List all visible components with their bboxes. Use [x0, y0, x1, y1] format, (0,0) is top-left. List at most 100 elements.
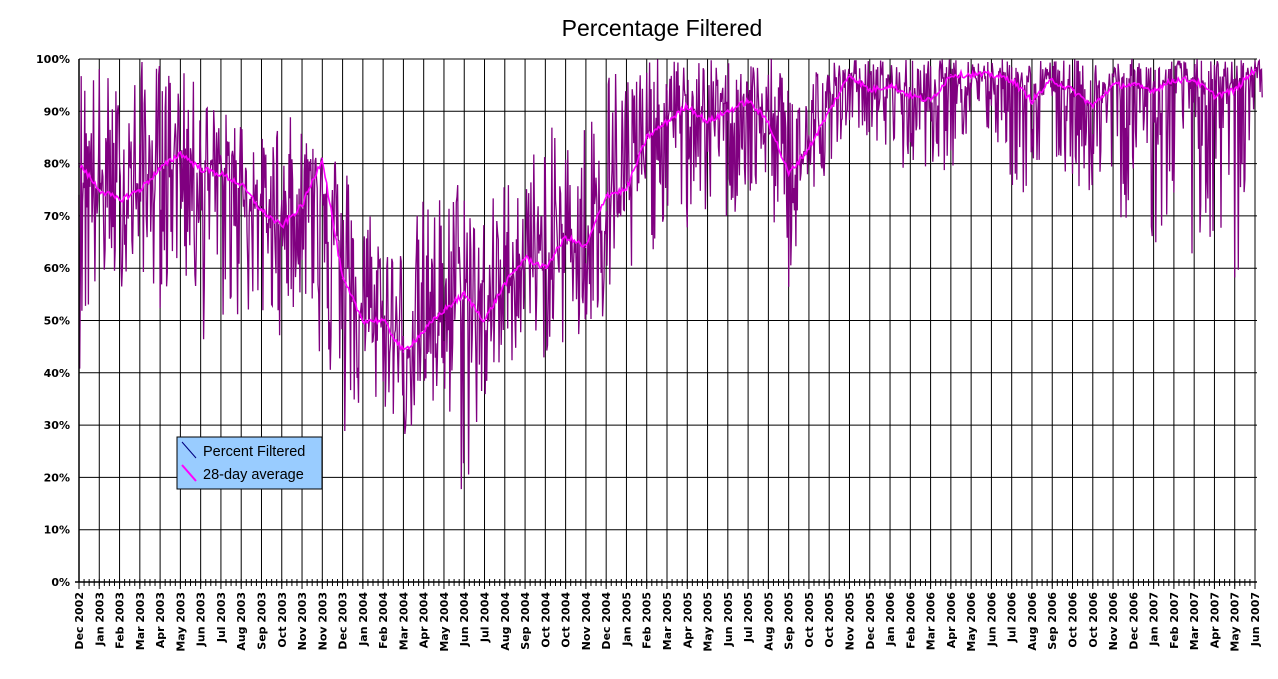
x-tick-label: May 2006 [965, 592, 978, 652]
average-point [828, 110, 831, 113]
average-point [260, 209, 263, 212]
series-percent-filtered [78, 58, 1263, 490]
legend-box [176, 436, 323, 490]
x-tick-label: Jan 2004 [357, 592, 370, 647]
average-point [1051, 79, 1054, 81]
average-point [483, 319, 486, 322]
average-point [909, 94, 912, 97]
average-point [402, 351, 405, 353]
x-tick-label: Dec 2002 [73, 592, 86, 650]
x-tick-label: May 2005 [702, 592, 715, 652]
x-tick-label: Sep 2005 [783, 592, 796, 650]
x-tick-label: Jun 2004 [458, 592, 471, 648]
average-point [179, 152, 182, 154]
average-point [1152, 89, 1155, 92]
x-tick-label: Jun 2003 [195, 592, 208, 647]
x-tick-label: Oct 2005 [803, 592, 816, 648]
average-point [1254, 68, 1256, 71]
x-tick-label: Jun 2005 [722, 592, 735, 647]
x-tick-label: Apr 2003 [154, 592, 167, 648]
x-tick-label: Mar 2007 [1188, 592, 1201, 650]
average-point [118, 199, 121, 202]
x-tick-label: Dec 2003 [337, 592, 350, 650]
average-point [220, 173, 222, 175]
x-tick-label: Mar 2004 [397, 592, 410, 651]
average-point [301, 204, 303, 207]
x-tick-label: Apr 2006 [945, 592, 958, 649]
legend-28-day-average-swatch [181, 464, 197, 482]
x-tick-label: Feb 2005 [641, 592, 654, 649]
average-point [970, 73, 972, 76]
x-tick-label: Jan 2007 [1148, 592, 1161, 647]
average-point [1091, 105, 1094, 107]
x-tick-label: Jan 2003 [93, 592, 106, 647]
x-tick-label: Mar 2005 [661, 592, 674, 650]
x-tick-label: Jun 2006 [985, 592, 998, 648]
average-point [1031, 100, 1033, 102]
x-tick-label: Jul 2004 [479, 592, 492, 643]
average-point [1213, 94, 1216, 97]
average-point [767, 120, 770, 123]
x-tick-label: Jul 2005 [742, 592, 755, 643]
average-line [78, 68, 1256, 352]
y-tick-label: 30% [44, 419, 70, 432]
average-point [362, 319, 364, 322]
average-point [1173, 79, 1175, 81]
legend-28-day-average-label: 28-day average [203, 467, 304, 483]
y-tick-label: 70% [44, 210, 70, 223]
x-tick-label: Sep 2004 [519, 592, 532, 650]
y-tick-label: 60% [44, 262, 70, 275]
average-point [787, 173, 790, 175]
x-tick-label: May 2003 [174, 592, 187, 652]
x-tick-label: Dec 2004 [600, 592, 613, 650]
y-axis-ticks: 0% 10% 20% 30% 40% 50% 60% 70% 80% 90% 100% [36, 53, 70, 589]
x-tick-label: May 2004 [438, 592, 451, 652]
average-point [889, 84, 891, 86]
average-point [1112, 84, 1114, 86]
x-tick-label: Nov 2006 [1107, 592, 1120, 651]
average-point [625, 188, 628, 191]
average-point [341, 277, 344, 280]
x-tick-label: Aug 2005 [762, 592, 775, 651]
y-tick-label: 80% [44, 158, 70, 171]
x-tick-label: May 2007 [1229, 592, 1242, 652]
x-tick-label: Nov 2005 [843, 592, 856, 650]
axes [75, 59, 1257, 586]
average-point [848, 73, 851, 76]
x-tick-label: Apr 2004 [418, 592, 431, 649]
x-tick-label: Dec 2006 [1127, 592, 1140, 650]
average-point [1233, 89, 1236, 92]
average-point [950, 73, 952, 76]
x-tick-label: Jun 2007 [1249, 592, 1262, 647]
legend-percent-filtered-swatch [181, 441, 197, 459]
x-tick-label: Oct 2003 [276, 592, 289, 648]
average-point [686, 105, 689, 107]
x-tick-label: Dec 2005 [864, 592, 877, 650]
x-tick-label: Nov 2004 [580, 592, 593, 651]
x-tick-label: Aug 2003 [235, 592, 248, 651]
x-tick-label: Oct 2006 [1087, 592, 1100, 648]
y-tick-label: 20% [44, 471, 70, 484]
average-point [280, 225, 283, 228]
average-point [240, 183, 243, 186]
x-axis-ticks: Dec 2002 Jan 2003 Feb 2003 Mar 2003 Apr 2003… [73, 592, 1262, 652]
x-tick-label: Feb 2004 [377, 592, 390, 649]
x-tick-label: Jul 2006 [1006, 592, 1019, 643]
y-tick-label: 0% [51, 576, 70, 589]
average-point [808, 147, 810, 149]
x-tick-label: Jan 2006 [884, 592, 897, 647]
x-tick-label: Sep 2003 [255, 592, 268, 650]
average-point [666, 120, 668, 123]
x-tick-label: Apr 2005 [681, 592, 694, 648]
average-point [98, 188, 101, 191]
average-point [585, 246, 587, 249]
x-tick-label: Oct 2004 [560, 592, 573, 648]
y-tick-label: 90% [44, 105, 70, 118]
average-point [1132, 84, 1135, 86]
average-point [868, 89, 871, 92]
series-28-day-average [78, 68, 1256, 353]
y-tick-label: 10% [44, 524, 70, 537]
average-point [1193, 79, 1195, 81]
average-point [463, 293, 466, 296]
legend: Percent Filtered 28-day average [176, 436, 323, 490]
